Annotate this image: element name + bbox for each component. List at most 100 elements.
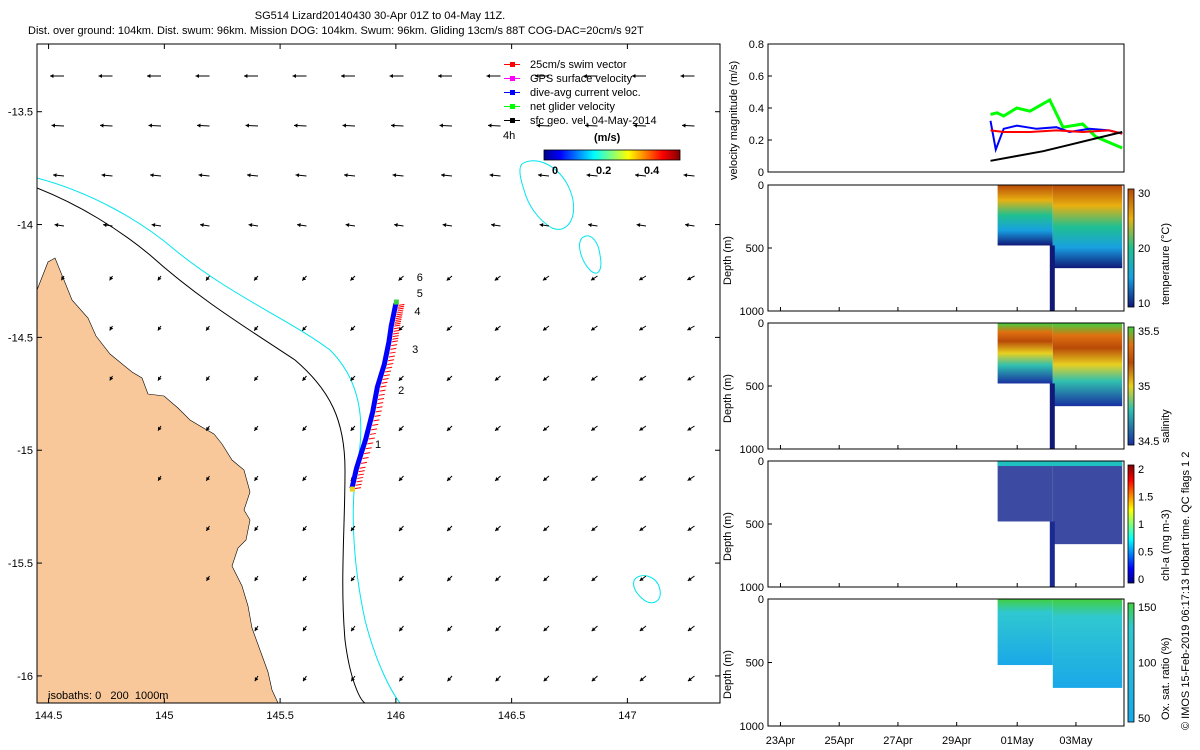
current-vector <box>244 73 258 79</box>
colorbar-tick: 0.4 <box>644 165 660 177</box>
current-vector <box>494 425 501 432</box>
velocity-series-line <box>990 129 1123 135</box>
colorbar-tick-label: 2 <box>1138 464 1144 476</box>
section-data-late <box>1052 185 1123 269</box>
section-data-late <box>1052 599 1123 688</box>
current-vector <box>446 325 453 331</box>
current-vector <box>302 675 307 682</box>
current-vector <box>542 275 550 281</box>
section-colorbar <box>1127 464 1135 584</box>
current-vector <box>687 325 695 331</box>
swim-vector <box>380 385 387 388</box>
swim-vector <box>362 457 369 460</box>
section-data-early <box>997 461 1053 522</box>
depth-ylabel: Depth (m) <box>722 236 734 285</box>
current-vector <box>302 625 307 632</box>
current-vector <box>398 575 404 582</box>
time-tick-label: 01May <box>1001 735 1035 747</box>
map-xtick-label: 146 <box>387 710 405 722</box>
current-vector <box>591 475 598 482</box>
legend-label: net glider velocity <box>530 101 615 113</box>
current-vector <box>438 73 452 79</box>
current-vector <box>590 275 598 281</box>
section-colorbar <box>1127 602 1135 723</box>
swim-vector <box>393 329 400 332</box>
current-vector <box>591 625 598 632</box>
hours-label: 4h <box>503 130 516 142</box>
current-vector <box>494 275 501 281</box>
swim-vector <box>381 381 388 384</box>
colorbar-tick-label: 10 <box>1138 298 1150 310</box>
swim-vector <box>397 309 404 312</box>
legend-item: 25cm/s swim vector <box>500 58 657 72</box>
current-vector <box>254 575 259 582</box>
current-vector <box>205 525 210 532</box>
swim-vector <box>398 305 405 308</box>
current-vector <box>302 475 307 482</box>
velocity-ytick-label: 0.6 <box>749 71 764 83</box>
current-vector <box>389 73 404 79</box>
current-vector <box>687 525 695 532</box>
legend-swatch <box>500 102 524 112</box>
map-xtick-label: 145.5 <box>266 710 294 722</box>
current-vector <box>205 325 210 331</box>
velocity-ytick-label: 0.2 <box>749 135 764 147</box>
current-vector <box>60 275 65 281</box>
current-vector <box>494 375 501 382</box>
time-tick-label: 25Apr <box>825 735 855 747</box>
current-vector <box>147 73 161 79</box>
current-vector <box>196 123 210 128</box>
swim-vector <box>394 320 402 323</box>
current-vector <box>253 275 259 281</box>
current-vector <box>639 575 647 582</box>
current-vector <box>345 223 356 228</box>
velocity-ylabel: velocity magnitude (m/s) <box>728 60 740 180</box>
track-end-marker <box>393 299 399 305</box>
current-vector <box>341 73 355 79</box>
colorbar-tick-label: 1.5 <box>1138 492 1153 504</box>
colorbar-tick-label: 50 <box>1138 713 1150 725</box>
current-vector <box>639 375 647 381</box>
swim-vector <box>374 414 381 417</box>
depth-ytick-label: 1000 <box>740 306 764 318</box>
current-vector <box>535 73 549 79</box>
map-ytick-label: -16 <box>17 671 33 683</box>
current-vector <box>200 223 210 228</box>
swim-vector <box>394 322 401 325</box>
swim-vector <box>377 397 385 400</box>
current-vector <box>495 625 501 632</box>
swim-vector <box>365 447 372 450</box>
legend-swatch <box>500 60 524 70</box>
swim-vector <box>367 442 374 445</box>
current-vector <box>398 375 404 382</box>
current-vector <box>636 223 647 228</box>
swim-vector <box>355 483 362 486</box>
current-vector <box>297 223 307 228</box>
colorbar-label: temperature (°C) <box>1160 222 1172 305</box>
legend-swatch <box>500 74 524 84</box>
depth-ytick-label: 1000 <box>740 721 764 733</box>
swim-vector <box>368 437 375 440</box>
current-vector <box>398 525 404 532</box>
current-vector <box>441 173 453 178</box>
current-vector <box>254 525 259 532</box>
current-vector <box>446 475 453 482</box>
current-vector <box>157 375 162 381</box>
current-vector <box>109 325 114 331</box>
current-vector <box>538 173 550 178</box>
swim-vector <box>372 423 379 426</box>
day-markers: 1 2 3 4 5 6 <box>375 272 423 451</box>
velocity-ytick-label: 0.8 <box>749 39 764 51</box>
swim-vector <box>358 470 365 473</box>
legend-item: net glider velocity <box>500 100 657 114</box>
depth-ytick-label: 500 <box>746 658 764 670</box>
legend-label: GPS surface velocity <box>530 73 633 85</box>
swim-vector <box>395 317 402 320</box>
velocity-series-line <box>990 131 1123 162</box>
depth-ylabel: Depth (m) <box>722 374 734 423</box>
current-vector <box>295 173 307 178</box>
current-vector <box>495 575 501 582</box>
current-vector <box>439 123 453 128</box>
current-vector <box>685 223 695 228</box>
swim-vector <box>375 410 382 413</box>
